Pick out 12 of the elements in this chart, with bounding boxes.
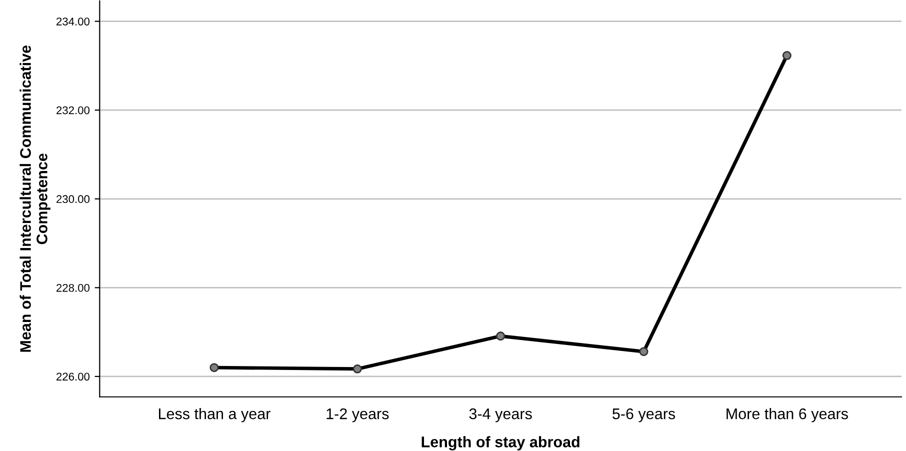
x-axis-title: Length of stay abroad [422, 436, 580, 450]
y-tick-label: 226.00 [56, 372, 90, 381]
y-axis-title: Mean of Total Intercultural Communicative Competence [20, 45, 50, 352]
x-tick-label: 5-6 years [612, 408, 676, 422]
y-tick-label: 228.00 [56, 284, 90, 292]
y-tick-label: 230.00 [56, 195, 90, 204]
x-tick-label: 1-2 years [326, 408, 389, 422]
y-tick-label: 234.00 [56, 18, 90, 26]
x-tick-label: More than 6 years [726, 408, 848, 422]
y-tick-label: 232.00 [56, 106, 90, 114]
x-tick-label: Less than a year [158, 408, 270, 422]
x-tick-label: 3-4 years [469, 408, 532, 422]
